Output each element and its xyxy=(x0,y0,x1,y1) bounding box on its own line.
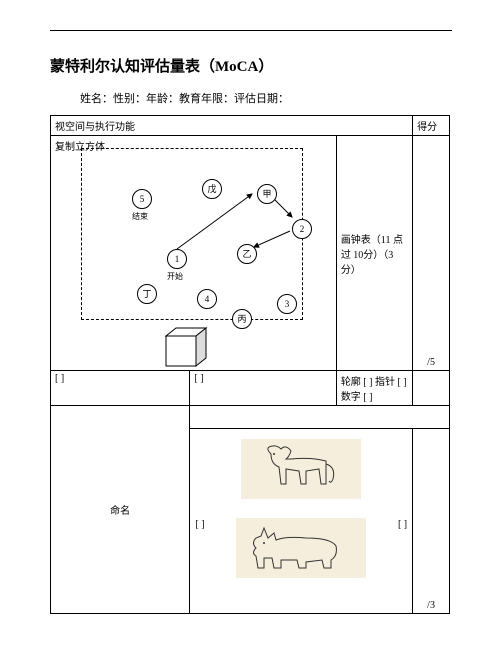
naming-score: /3 xyxy=(413,429,450,614)
naming-check-left[interactable]: [ ] xyxy=(195,519,204,530)
checkbox-left[interactable]: [ ] xyxy=(55,373,64,384)
visuo-score: /5 xyxy=(413,136,450,371)
naming-header: 命名 xyxy=(51,406,190,614)
visuo-header: 视空间与执行功能 xyxy=(51,116,413,136)
trail-caption-start: 开始 xyxy=(160,271,190,282)
assessment-table: 视空间与执行功能 得分 复制立方体 1 开始 甲 2 乙 3 丙 4 丁 5 结… xyxy=(50,115,450,614)
header-rule xyxy=(50,30,452,31)
naming-spacer xyxy=(190,406,450,429)
trail-node-a: 甲 xyxy=(257,184,277,204)
trail-node-2: 2 xyxy=(292,219,312,239)
score-header: 得分 xyxy=(413,116,450,136)
trail-arrows xyxy=(82,149,302,319)
trail-node-3: 3 xyxy=(277,294,297,314)
trail-node-1: 1 xyxy=(167,249,187,269)
checkbox-mid[interactable]: [ ] xyxy=(194,373,203,384)
clock-instruction: 画钟表（11 点过 10分）（3 分） xyxy=(336,136,412,371)
trail-making-box: 1 开始 甲 2 乙 3 丙 4 丁 5 结束 戊 xyxy=(81,148,303,320)
trail-node-e: 戊 xyxy=(202,179,222,199)
patient-info-line: 姓名：性别：年龄：教育年限：评估日期： xyxy=(80,90,289,106)
trail-caption-end: 结束 xyxy=(125,211,155,222)
naming-check-right[interactable]: [ ] xyxy=(398,519,407,530)
naming-images-cell: [ ] [ ] xyxy=(190,429,413,614)
rhino-image xyxy=(236,518,366,578)
cube-drawing xyxy=(161,326,211,371)
page-title: 蒙特利尔认知评估量表（MoCA） xyxy=(50,55,273,76)
trail-node-4: 4 xyxy=(197,289,217,309)
lion-image xyxy=(241,439,361,499)
score-blank-1 xyxy=(413,371,450,406)
trail-node-5: 5 xyxy=(132,189,152,209)
visuo-task-cell: 复制立方体 1 开始 甲 2 乙 3 丙 4 丁 5 结束 戊 xyxy=(51,136,337,371)
clock-checkboxes[interactable]: 轮廓 [ ] 指针 [ ] 数字 [ ] xyxy=(336,371,412,406)
trail-node-b: 乙 xyxy=(237,244,257,264)
trail-node-c: 丙 xyxy=(232,309,252,329)
trail-node-d: 丁 xyxy=(137,284,157,304)
